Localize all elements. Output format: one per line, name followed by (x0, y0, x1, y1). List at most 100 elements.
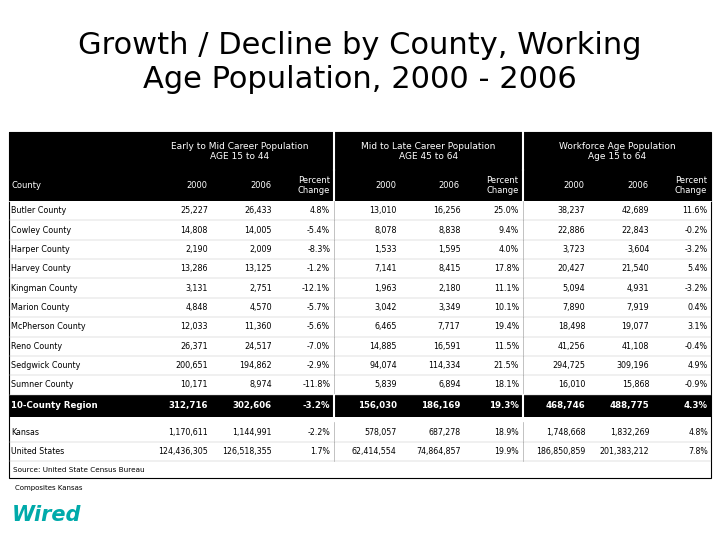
Text: 2,180: 2,180 (438, 284, 461, 293)
Text: 5.4%: 5.4% (688, 264, 708, 273)
Text: 24,517: 24,517 (244, 342, 272, 351)
Text: Cowley County: Cowley County (12, 226, 71, 234)
Text: Kingman County: Kingman County (12, 284, 78, 293)
Text: -5.6%: -5.6% (307, 322, 330, 332)
Bar (9, 298, 711, 317)
Text: 22,886: 22,886 (558, 226, 585, 234)
Text: 2,751: 2,751 (249, 284, 272, 293)
Text: 16,010: 16,010 (558, 381, 585, 389)
Text: 3,349: 3,349 (438, 303, 461, 312)
Text: 15,868: 15,868 (622, 381, 649, 389)
Text: Harper County: Harper County (12, 245, 71, 254)
Text: 4.3%: 4.3% (684, 401, 708, 410)
Text: Composites Kansas: Composites Kansas (15, 485, 83, 491)
Text: Percent
Change: Percent Change (675, 176, 707, 195)
Text: -3.2%: -3.2% (685, 284, 708, 293)
Text: 38,237: 38,237 (558, 206, 585, 215)
Text: United States: United States (12, 447, 65, 456)
Bar (9, 279, 711, 298)
Text: 1.7%: 1.7% (310, 447, 330, 456)
Text: 124,436,305: 124,436,305 (158, 447, 208, 456)
Text: 3,042: 3,042 (374, 303, 397, 312)
Text: 7.8%: 7.8% (688, 447, 708, 456)
Text: -1.2%: -1.2% (307, 264, 330, 273)
Text: 6,465: 6,465 (374, 322, 397, 332)
Text: 2000: 2000 (375, 181, 396, 190)
Bar (9, 336, 711, 356)
Text: 1,144,991: 1,144,991 (233, 428, 272, 436)
Text: 14,808: 14,808 (181, 226, 208, 234)
Text: 2006: 2006 (628, 181, 649, 190)
Text: 7,890: 7,890 (563, 303, 585, 312)
Bar (9, 132, 711, 171)
Text: 41,108: 41,108 (622, 342, 649, 351)
Text: 156,030: 156,030 (358, 401, 397, 410)
Bar (9, 171, 711, 201)
Text: 2,190: 2,190 (185, 245, 208, 254)
Text: 10.1%: 10.1% (494, 303, 519, 312)
Text: Mid to Late Career Population
AGE 45 to 64: Mid to Late Career Population AGE 45 to … (361, 141, 495, 161)
Text: Marion County: Marion County (12, 303, 70, 312)
Text: 17.8%: 17.8% (494, 264, 519, 273)
Text: -8.3%: -8.3% (307, 245, 330, 254)
Text: 22,843: 22,843 (622, 226, 649, 234)
Text: 19.9%: 19.9% (495, 447, 519, 456)
Text: 0.4%: 0.4% (688, 303, 708, 312)
Text: 9.4%: 9.4% (499, 226, 519, 234)
Text: 5,839: 5,839 (374, 381, 397, 389)
Text: 4.8%: 4.8% (688, 428, 708, 436)
Text: -11.8%: -11.8% (302, 381, 330, 389)
Text: 201,383,212: 201,383,212 (600, 447, 649, 456)
Text: -0.2%: -0.2% (685, 226, 708, 234)
Text: 16,256: 16,256 (433, 206, 461, 215)
Bar (9, 240, 711, 259)
Text: 7,717: 7,717 (438, 322, 461, 332)
Text: McPherson County: McPherson County (12, 322, 86, 332)
Bar (9, 259, 711, 279)
Text: Kansas: Kansas (12, 428, 40, 436)
Text: 25,227: 25,227 (180, 206, 208, 215)
Text: -0.9%: -0.9% (685, 381, 708, 389)
Text: 3,131: 3,131 (186, 284, 208, 293)
Text: 4.9%: 4.9% (688, 361, 708, 370)
Text: 2,009: 2,009 (249, 245, 272, 254)
Text: 13,125: 13,125 (244, 264, 272, 273)
Bar (9, 442, 711, 461)
Text: 8,974: 8,974 (249, 381, 272, 389)
Text: 11.5%: 11.5% (494, 342, 519, 351)
Text: 94,074: 94,074 (369, 361, 397, 370)
Text: 10-County Region: 10-County Region (12, 401, 98, 410)
Text: 1,533: 1,533 (374, 245, 397, 254)
Text: 13,286: 13,286 (181, 264, 208, 273)
Text: 8,838: 8,838 (438, 226, 461, 234)
Text: 1,748,668: 1,748,668 (546, 428, 585, 436)
Bar (9, 422, 711, 442)
Text: Butler County: Butler County (12, 206, 67, 215)
Text: 4.0%: 4.0% (499, 245, 519, 254)
Text: -3.2%: -3.2% (303, 401, 330, 410)
Text: 7,919: 7,919 (626, 303, 649, 312)
Text: 1,595: 1,595 (438, 245, 461, 254)
Text: 126,518,355: 126,518,355 (222, 447, 272, 456)
Text: 1,963: 1,963 (374, 284, 397, 293)
Text: 62,414,554: 62,414,554 (352, 447, 397, 456)
Text: 309,196: 309,196 (617, 361, 649, 370)
Text: 5,094: 5,094 (563, 284, 585, 293)
Text: 18,498: 18,498 (558, 322, 585, 332)
Text: 74,864,857: 74,864,857 (416, 447, 461, 456)
Text: 19,077: 19,077 (621, 322, 649, 332)
Bar (9, 201, 711, 220)
Text: 18.9%: 18.9% (495, 428, 519, 436)
Text: 578,057: 578,057 (364, 428, 397, 436)
Text: 194,862: 194,862 (239, 361, 272, 370)
Bar (9, 461, 711, 478)
Text: 468,746: 468,746 (546, 401, 585, 410)
Text: Workforce Age Population
Age 15 to 64: Workforce Age Population Age 15 to 64 (559, 141, 675, 161)
Text: 21.5%: 21.5% (494, 361, 519, 370)
Text: -5.7%: -5.7% (307, 303, 330, 312)
Text: 3,604: 3,604 (627, 245, 649, 254)
Text: 10,171: 10,171 (181, 381, 208, 389)
Text: 19.4%: 19.4% (494, 322, 519, 332)
Text: Harvey County: Harvey County (12, 264, 71, 273)
Text: 16,591: 16,591 (433, 342, 461, 351)
